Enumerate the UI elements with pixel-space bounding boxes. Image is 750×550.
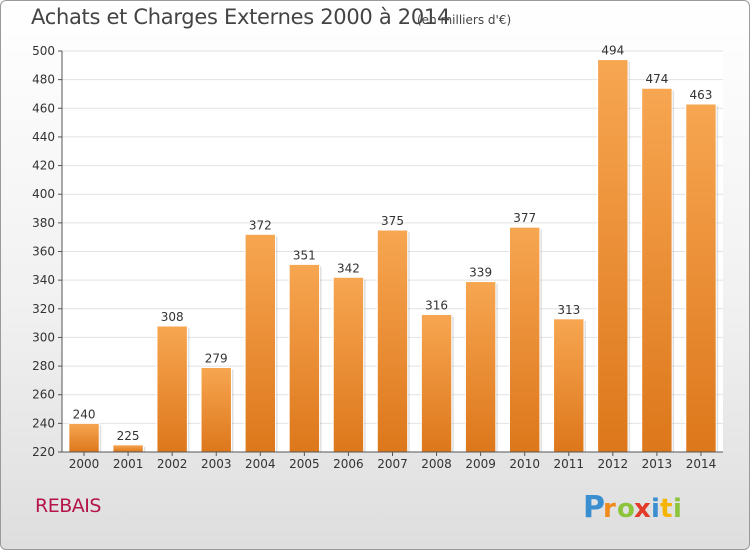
bar-2012 — [597, 59, 629, 453]
svg-text:t: t — [660, 494, 672, 524]
value-label: 474 — [645, 72, 668, 86]
value-label: 279 — [205, 352, 228, 366]
bar-2011 — [553, 318, 585, 453]
x-tick-label: 2001 — [113, 457, 144, 471]
y-tick-label: 420 — [32, 159, 55, 173]
y-tick-label: 220 — [32, 445, 55, 459]
y-tick-label: 500 — [32, 44, 55, 58]
value-label: 313 — [557, 303, 580, 317]
x-tick-label: 2000 — [69, 457, 100, 471]
y-tick-label: 340 — [32, 273, 55, 287]
x-tick-label: 2002 — [157, 457, 188, 471]
x-tick-label: 2003 — [201, 457, 232, 471]
bar-2014 — [685, 103, 717, 453]
value-label: 240 — [73, 407, 96, 421]
y-tick-label: 360 — [32, 245, 55, 259]
x-tick-label: 2014 — [686, 457, 717, 471]
y-tick-label: 380 — [32, 216, 55, 230]
x-tick-label: 2006 — [333, 457, 364, 471]
x-tick-label: 2009 — [465, 457, 496, 471]
chart-unit-label: (en milliers d'€) — [417, 13, 512, 27]
bar-2013 — [641, 87, 673, 453]
value-label: 372 — [249, 218, 272, 232]
bar-2002 — [156, 325, 188, 453]
value-label: 351 — [293, 248, 316, 262]
x-tick-label: 2013 — [642, 457, 673, 471]
value-label: 308 — [161, 310, 184, 324]
x-tick-label: 2008 — [421, 457, 452, 471]
bar-2007 — [376, 229, 409, 453]
svg-text:P: P — [583, 490, 605, 525]
y-tick-label: 280 — [32, 359, 55, 373]
y-tick-label: 460 — [32, 101, 55, 115]
y-tick-label: 260 — [32, 388, 55, 402]
svg-text:r: r — [603, 494, 616, 524]
svg-text:o: o — [617, 494, 635, 524]
value-label: 494 — [601, 44, 624, 58]
bar-2001 — [112, 444, 144, 453]
bar-2009 — [464, 281, 497, 453]
value-label: 463 — [690, 88, 713, 102]
bar-chart: 240 225 308 279 372 351 342 375 316 339 377 313 494 4… — [32, 44, 723, 471]
svg-text:x: x — [634, 494, 651, 524]
bars: 240 225 308 279 372 351 342 375 316 339 377 313 494 4… — [68, 44, 719, 453]
bar-2000 — [68, 422, 100, 453]
value-label: 342 — [337, 261, 360, 275]
y-tick-label: 300 — [32, 330, 55, 344]
y-tick-label: 400 — [32, 187, 55, 201]
proxiti-logo: P r o x i t i — [583, 490, 682, 525]
value-label: 377 — [513, 211, 536, 225]
y-tick-label: 440 — [32, 130, 55, 144]
svg-text:i: i — [651, 494, 660, 524]
x-tick-label: 2005 — [289, 457, 320, 471]
svg-text:i: i — [673, 494, 682, 524]
bar-2008 — [420, 314, 453, 453]
bar-2010 — [508, 226, 541, 453]
value-label: 375 — [381, 214, 404, 228]
x-tick-label: 2011 — [553, 457, 584, 471]
bar-2005 — [288, 263, 321, 453]
bar-2004 — [244, 233, 277, 453]
x-tick-label: 2012 — [598, 457, 629, 471]
value-label: 225 — [117, 429, 140, 443]
y-tick-label: 480 — [32, 73, 55, 87]
x-tick-label: 2007 — [377, 457, 408, 471]
value-label: 339 — [469, 266, 492, 280]
bar-2006 — [332, 276, 365, 453]
bar-2003 — [200, 367, 232, 453]
y-tick-label: 320 — [32, 302, 55, 316]
x-tick-label: 2010 — [509, 457, 540, 471]
x-tick-label: 2004 — [245, 457, 276, 471]
axes: 220 240 260 280 300 320 340 360 380 400 420 440 460 4… — [32, 44, 723, 471]
chart-title: Achats et Charges Externes 2000 à 2014 — [31, 5, 451, 29]
value-label: 316 — [425, 299, 448, 313]
commune-name: REBAIS — [35, 495, 101, 517]
y-tick-label: 240 — [32, 416, 55, 430]
